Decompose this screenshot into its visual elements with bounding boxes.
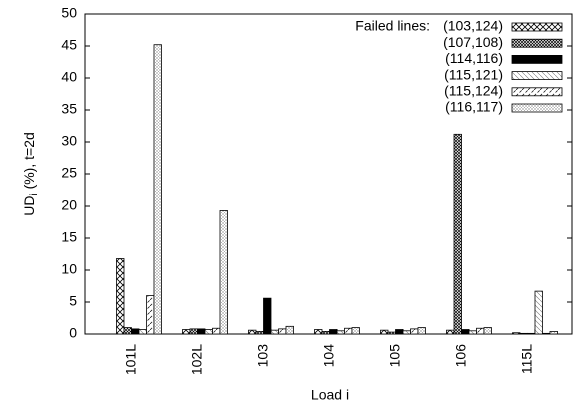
bar [519, 332, 528, 335]
x-axis-label: Load i [311, 387, 349, 403]
bar [512, 332, 521, 335]
y-tick-label: 5 [69, 293, 77, 309]
bar [263, 297, 272, 335]
legend-swatch [511, 71, 563, 80]
y-tick-label: 20 [61, 197, 77, 213]
bar [336, 330, 345, 335]
bar [212, 327, 221, 335]
bar [321, 331, 330, 335]
bar [329, 329, 338, 335]
bar [138, 329, 147, 335]
y-tick-label: 25 [61, 165, 77, 181]
bar [483, 327, 492, 335]
bar [153, 44, 162, 335]
bar [527, 332, 536, 335]
legend-swatch [511, 103, 563, 113]
bar [476, 327, 485, 335]
x-tick-label: 105 [387, 344, 403, 368]
legend-label: (116,117) [445, 99, 503, 115]
bar [116, 258, 125, 335]
bar [278, 328, 287, 335]
y-tick-label: 10 [61, 261, 77, 277]
bar [314, 329, 323, 335]
bar [344, 327, 353, 335]
legend-title: Failed lines: [355, 18, 430, 34]
bar [402, 330, 411, 335]
bar [197, 328, 206, 335]
bar [542, 332, 551, 335]
y-tick-label: 30 [61, 133, 77, 149]
y-tick-label: 45 [61, 37, 77, 53]
bar [248, 329, 257, 335]
bar [387, 331, 396, 335]
bar [182, 329, 191, 335]
bar [461, 329, 470, 335]
x-tick-label: 106 [453, 344, 469, 368]
legend-swatch [511, 55, 563, 64]
bar [453, 133, 462, 335]
x-tick-label: 103 [255, 344, 271, 368]
x-tick-label: 115L [519, 344, 535, 374]
y-tick-label: 15 [61, 229, 77, 245]
legend-swatch [511, 22, 563, 32]
legend-label: (115,124) [444, 83, 503, 99]
bar [351, 327, 360, 335]
x-tick-label: 102L [189, 344, 205, 375]
legend-swatch [511, 38, 563, 48]
bar [131, 328, 140, 335]
bar [534, 290, 543, 335]
bar [189, 328, 198, 335]
bar [270, 329, 279, 335]
bar [395, 329, 404, 335]
bar [468, 330, 477, 335]
bar [123, 327, 132, 335]
y-tick-label: 0 [69, 325, 77, 341]
x-tick-label: 104 [321, 344, 337, 368]
bar [285, 325, 294, 335]
bar [417, 327, 426, 335]
y-axis-label: UDi (%), t=2d [21, 132, 40, 216]
bar [410, 328, 419, 335]
y-tick-label: 40 [61, 69, 77, 85]
bar [219, 210, 228, 335]
bar [446, 329, 455, 335]
x-tick-label: 101L [123, 344, 139, 375]
bar [255, 331, 264, 335]
bar [204, 329, 213, 335]
legend-label: (114,116) [445, 50, 503, 66]
legend-swatch [511, 87, 563, 97]
bar [146, 295, 155, 335]
legend-label: (103,124) [443, 18, 503, 34]
y-tick-label: 50 [61, 5, 77, 21]
bar [380, 329, 389, 335]
y-tick-label: 35 [61, 101, 77, 117]
legend-label: (107,108) [443, 34, 503, 50]
bar [549, 331, 558, 335]
legend-label: (115,121) [444, 66, 503, 82]
